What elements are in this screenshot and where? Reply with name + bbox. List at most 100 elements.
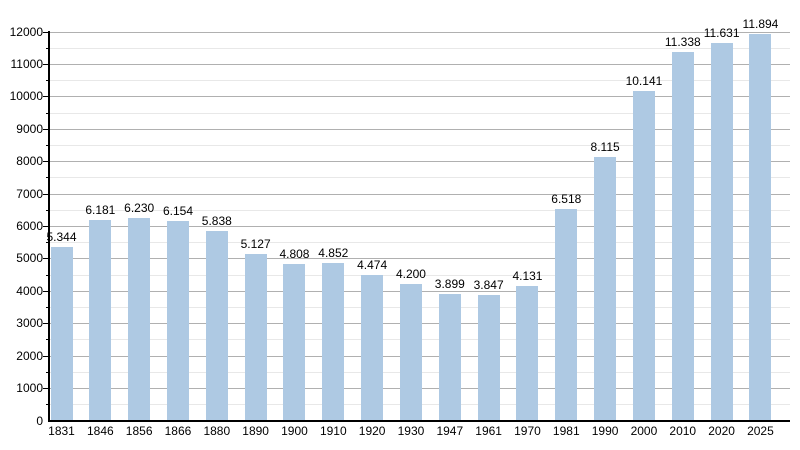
y-axis-tick-label: 2000 — [16, 348, 43, 363]
bar-1900 — [283, 264, 306, 420]
bar-1880 — [205, 230, 228, 420]
major-gridline — [50, 226, 790, 227]
x-axis-tick-label-1831: 1831 — [48, 424, 75, 438]
bar-value-label-1890: 5.127 — [240, 236, 271, 251]
y-axis-tick-label: 10000 — [9, 89, 43, 104]
x-axis-tick-label-2025: 2025 — [747, 424, 774, 438]
y-axis-tick-label: 6000 — [16, 219, 43, 233]
y-axis-major-tick — [43, 355, 50, 357]
y-axis-line — [48, 30, 50, 422]
minor-gridline — [50, 144, 790, 146]
y-axis-major-tick — [43, 31, 50, 33]
x-axis-tick-label-1856: 1856 — [125, 424, 153, 438]
x-axis-tick-label-1930: 1930 — [397, 424, 425, 438]
bar-value-label-1990: 8.115 — [590, 139, 620, 154]
minor-gridline — [50, 274, 790, 276]
major-gridline — [50, 161, 790, 163]
bar-value-label-1856: 6.230 — [124, 201, 155, 216]
minor-gridline — [50, 242, 790, 244]
x-axis-tick-label-2020: 2020 — [708, 424, 735, 438]
y-axis-major-tick — [43, 96, 50, 98]
x-axis-tick-label-1890: 1890 — [242, 424, 269, 438]
y-axis-tick-label: 4000 — [16, 283, 43, 298]
bar-value-label-1866: 6.154 — [162, 203, 193, 218]
bar-value-label-1961: 3.847 — [473, 278, 504, 293]
bar-1930 — [399, 283, 422, 420]
major-gridline — [50, 96, 790, 98]
y-axis-tick-label: 8000 — [16, 154, 43, 169]
y-axis-major-tick — [43, 193, 50, 195]
x-axis-tick-label-1947: 1947 — [436, 424, 464, 438]
x-axis-tick-label-1846: 1846 — [86, 424, 114, 438]
y-axis-major-tick — [43, 258, 50, 260]
bar-value-label-1846: 6.181 — [85, 202, 116, 217]
x-axis-line — [48, 420, 790, 422]
major-gridline — [50, 193, 790, 195]
bar-value-label-2020: 11.631 — [703, 25, 740, 40]
major-gridline — [50, 63, 790, 65]
major-gridline — [50, 258, 790, 260]
x-axis-tick-label-1970: 1970 — [514, 424, 541, 438]
bar-value-label-1880: 5.838 — [201, 213, 232, 228]
bar-value-label-2025: 11.894 — [742, 17, 779, 32]
x-axis-tick-label-2000: 2000 — [630, 424, 658, 438]
minor-gridline — [50, 177, 790, 179]
x-axis-tick-label-1920: 1920 — [358, 424, 386, 438]
y-axis-major-tick — [43, 323, 50, 325]
x-axis-tick-label-1990: 1990 — [591, 424, 619, 438]
x-axis-tick-label-1981: 1981 — [552, 424, 580, 438]
bar-2010 — [671, 52, 694, 420]
bar-1947 — [438, 293, 461, 420]
bar-value-label-1981: 6.518 — [551, 191, 582, 206]
y-axis-tick-label: 12000 — [9, 24, 43, 39]
bar-1910 — [322, 262, 345, 420]
major-gridline — [50, 31, 790, 33]
x-axis-tick-label-2010: 2010 — [669, 424, 697, 438]
minor-gridline — [50, 112, 790, 114]
y-axis-tick-label: 11000 — [10, 56, 43, 71]
bar-value-label-1900: 4.808 — [279, 247, 310, 262]
bar-1866 — [166, 220, 189, 420]
x-axis-tick-label-1910: 1910 — [319, 424, 347, 438]
y-axis-major-tick — [43, 388, 50, 390]
bar-1831 — [50, 246, 73, 420]
bar-2020 — [710, 42, 733, 420]
bar-value-label-1831: 5.344 — [46, 229, 77, 244]
bar-value-label-1970: 4.131 — [512, 269, 543, 284]
bar-1920 — [361, 274, 384, 420]
bar-2000 — [632, 91, 655, 420]
minor-gridline — [50, 80, 790, 82]
y-axis-major-tick — [43, 128, 50, 130]
x-axis-tick-label-1900: 1900 — [281, 424, 308, 438]
bar-value-label-2010: 11.338 — [664, 35, 701, 50]
y-axis-major-tick — [43, 63, 50, 65]
bar-1970 — [516, 286, 539, 420]
bar-1856 — [128, 218, 151, 420]
bar-value-label-2000: 10.141 — [625, 74, 663, 89]
minor-gridline — [50, 209, 790, 211]
bar-1961 — [477, 295, 500, 420]
major-gridline — [50, 128, 790, 130]
bar-1890 — [244, 253, 267, 420]
bar-1990 — [594, 156, 617, 420]
bar-1981 — [555, 208, 578, 420]
bar-value-label-1930: 4.200 — [395, 266, 426, 281]
bar-1846 — [89, 219, 112, 420]
minor-gridline — [50, 47, 790, 49]
y-axis-major-tick — [43, 226, 50, 227]
y-axis-tick-label: 9000 — [16, 121, 43, 136]
y-axis-tick-label: 5000 — [16, 251, 43, 266]
y-axis-tick-label: 1000 — [16, 381, 43, 396]
bar-value-label-1920: 4.474 — [357, 257, 388, 272]
y-axis-major-tick — [43, 161, 50, 163]
x-axis-tick-label-1880: 1880 — [203, 424, 231, 438]
bar-value-label-1947: 3.899 — [434, 276, 465, 291]
x-axis-tick-label-1866: 1866 — [164, 424, 192, 438]
y-axis-tick-label: 3000 — [16, 316, 43, 331]
y-axis-tick-label: 0 — [36, 413, 43, 428]
y-axis-tick-label: 7000 — [16, 186, 43, 201]
x-axis-tick-label-1961: 1961 — [475, 424, 502, 438]
bar-2025 — [749, 34, 772, 420]
y-axis-major-tick — [43, 290, 50, 292]
